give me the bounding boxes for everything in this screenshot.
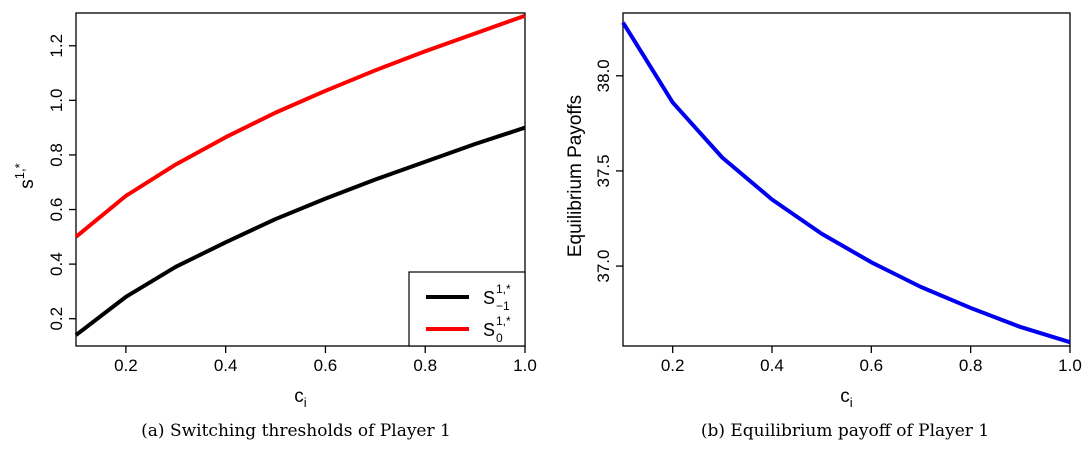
data-point: [74, 235, 78, 239]
x-tick-label: 0.4: [214, 356, 238, 375]
y-tick-label: 1.0: [47, 89, 66, 113]
data-point: [523, 126, 527, 130]
legend-box: [408, 271, 526, 347]
data-point: [473, 142, 477, 146]
y-tick-label: 37.5: [594, 154, 613, 187]
y-axis-title: Equilibrium Payoffs: [565, 95, 586, 257]
data-point: [174, 265, 178, 269]
series-line-2: [74, 13, 526, 239]
x-axis-title: ci: [294, 386, 307, 410]
data-point: [274, 111, 278, 115]
legend-label-main: S: [483, 288, 495, 308]
plot-frame: [622, 12, 1071, 347]
legend-label-subscript: −1: [496, 299, 510, 313]
x-axis-title-subscript: i: [304, 395, 307, 410]
x-tick-label: 0.8: [959, 356, 983, 375]
x-axis-title-main: c: [840, 386, 850, 407]
legend-label-superscript: 1,*: [496, 314, 511, 328]
x-tick-label: 1.0: [513, 356, 537, 375]
x-tick-label: 0.2: [114, 356, 138, 375]
chart-1: 0.2 0.4 0.6 0.8 1.00.20.40.60.81.01.2cis1,*S…: [12, 12, 537, 441]
x-axis-title: ci: [840, 386, 853, 410]
data-point: [224, 135, 228, 139]
data-point: [323, 89, 327, 93]
data-point: [373, 178, 377, 182]
y-axis-title-main: s: [17, 179, 38, 189]
figure-caption: (a) Switching thresholds of Player 1: [141, 421, 451, 441]
data-point: [473, 31, 477, 35]
data-point: [869, 260, 873, 264]
y-axis-title-superscript: 1,*: [12, 163, 27, 179]
data-point: [770, 197, 774, 201]
data-point: [621, 21, 625, 25]
plot-frame: [75, 12, 526, 347]
legend-label-2: S1,* 0: [483, 314, 511, 345]
legend-label-1: S1,* −1: [483, 282, 511, 313]
series-line-1: [621, 21, 1071, 345]
y-tick-label: 0.8: [47, 143, 66, 167]
data-point: [1018, 325, 1022, 329]
data-point: [174, 162, 178, 166]
x-tick-label: 0.8: [413, 356, 437, 375]
x-axis-title-main: c: [294, 386, 304, 407]
data-point: [124, 194, 128, 198]
chart-2: 0.2 0.4 0.6 0.8 1.0 37.0 37.5 38.0 ci Equilibrium…: [565, 12, 1082, 441]
data-point: [919, 285, 923, 289]
y-tick-label: 0.4: [47, 252, 66, 276]
data-point: [671, 100, 675, 104]
legend-label-main: S: [483, 320, 495, 340]
data-point: [74, 333, 78, 337]
x-tick-label: 0.6: [314, 356, 338, 375]
data-point: [373, 68, 377, 72]
data-point: [1068, 340, 1072, 344]
y-tick-label: 0.6: [47, 198, 66, 222]
data-point: [274, 217, 278, 221]
figure-caption: (b) Equilibrium payoff of Player 1: [701, 421, 989, 441]
series-line-1: [74, 125, 526, 337]
data-point: [820, 232, 824, 236]
y-axis-title-main: Equilibrium Payoffs: [565, 95, 586, 257]
data-point: [323, 197, 327, 201]
data-point: [523, 14, 527, 18]
legend-label-superscript: 1,*: [496, 282, 511, 296]
data-point: [224, 240, 228, 244]
x-tick-label: 1.0: [1058, 356, 1082, 375]
data-point: [124, 295, 128, 299]
data-point: [720, 156, 724, 160]
y-tick-label: 1.2: [47, 34, 66, 58]
x-tick-label: 0.6: [860, 356, 884, 375]
x-axis-title-subscript: i: [850, 395, 853, 410]
y-axis-title: s1,*: [12, 163, 38, 188]
data-point: [969, 306, 973, 310]
y-tick-label: 37.0: [594, 250, 613, 283]
legend: S1,* −1S1,* 0: [408, 271, 526, 347]
y-tick-label: 38.0: [594, 59, 613, 92]
legend-label-subscript: 0: [496, 331, 503, 345]
x-tick-label: 0.4: [760, 356, 784, 375]
data-point: [423, 160, 427, 164]
y-tick-label: 0.2: [47, 307, 66, 331]
data-point: [423, 49, 427, 53]
x-tick-label: 0.2: [661, 356, 685, 375]
